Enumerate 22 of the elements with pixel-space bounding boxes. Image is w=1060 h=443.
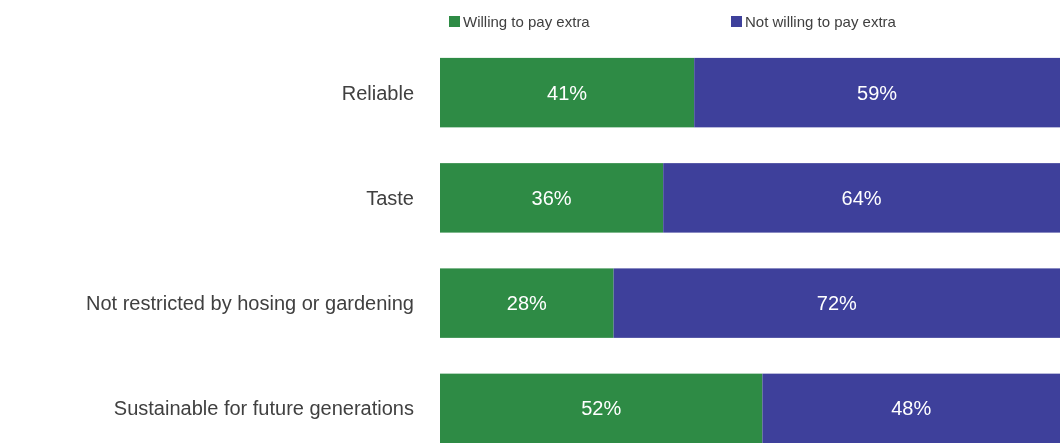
data-label: 36% <box>531 186 572 209</box>
data-label: 48% <box>891 397 932 420</box>
y-tick-label: Sustainable for future generations <box>113 397 414 420</box>
bar <box>440 57 695 128</box>
bar <box>440 268 614 338</box>
data-label: 41% <box>547 81 588 104</box>
data-label: 72% <box>816 292 858 315</box>
bar <box>762 373 1060 443</box>
data-label: 59% <box>857 81 898 104</box>
bar <box>613 268 1060 338</box>
data-label: 64% <box>841 186 882 209</box>
bar <box>694 57 1060 128</box>
legend-label: Willing to pay extra <box>463 13 591 31</box>
bar <box>440 373 763 443</box>
bar <box>663 163 1060 233</box>
y-tick-label: Not restricted by hosing or gardening <box>86 292 414 315</box>
data-label: 28% <box>506 292 548 315</box>
legend-label: Not willing to pay extra <box>745 13 897 31</box>
data-label: 52% <box>581 397 622 420</box>
bar <box>440 163 664 233</box>
y-tick-label: Reliable <box>341 81 414 104</box>
y-tick-label: Taste <box>366 186 414 209</box>
